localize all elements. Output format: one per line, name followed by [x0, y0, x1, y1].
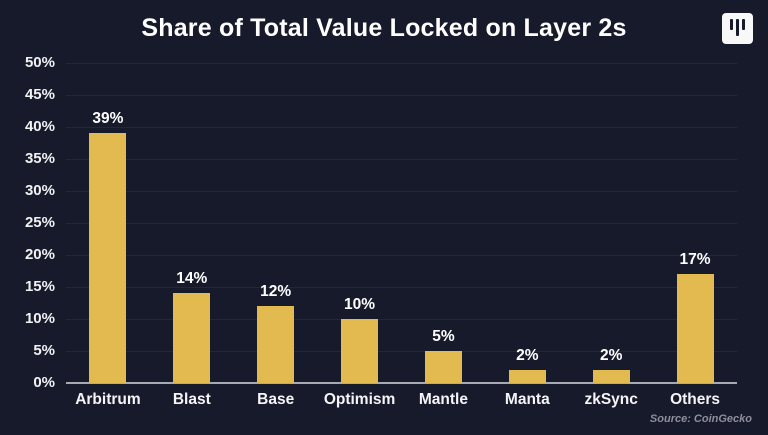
source-note: Source: CoinGecko	[649, 413, 752, 425]
x-axis-label-blast: Blast	[172, 391, 211, 408]
y-axis-tick-label: 10%	[24, 310, 55, 327]
y-axis-tick-label: 40%	[24, 118, 55, 135]
y-axis-tick-label: 5%	[33, 342, 55, 359]
logo-bar-left	[730, 19, 733, 30]
bar-value-label: 2%	[516, 347, 539, 365]
y-axis-tick-label: 15%	[24, 278, 55, 295]
gridline-20%	[66, 255, 737, 256]
y-axis-tick-label: 25%	[24, 214, 55, 231]
x-axis-label-zksync: zkSync	[584, 391, 638, 408]
bar-manta	[508, 370, 546, 383]
gridline-35%	[66, 159, 737, 160]
gridline-25%	[66, 223, 737, 224]
bar-chart-plot-area: 0% 5% 10% 15% 20% 25% 30% 35% 40% 45% 50% 39% Arbitr…	[25, 55, 737, 408]
bar-base	[257, 306, 295, 383]
bar-value-label: 12%	[260, 283, 292, 301]
bar-mantle	[424, 351, 462, 383]
gridline-50%	[66, 63, 737, 64]
logo-bar-right	[742, 19, 745, 30]
x-axis-label-arbitrum: Arbitrum	[75, 391, 141, 408]
bar-value-label: 14%	[176, 270, 208, 288]
gridline-45%	[66, 95, 737, 96]
y-axis-tick-label: 35%	[24, 150, 55, 167]
x-axis-label-manta: Manta	[504, 391, 550, 408]
logo-bar-middle	[736, 19, 739, 36]
bar-value-label: 39%	[92, 110, 124, 128]
y-axis-tick-label: 30%	[24, 182, 55, 199]
bar-value-label: 5%	[432, 328, 455, 345]
x-axis-label-others: Others	[670, 391, 721, 408]
bar-value-label: 17%	[679, 251, 711, 269]
chart-title: Share of Total Value Locked on Layer 2s	[141, 14, 627, 42]
bar-value-label: 10%	[344, 296, 376, 313]
y-axis-tick-label: 45%	[24, 86, 55, 103]
bar-zksync	[592, 370, 630, 383]
brand-logo-icon	[722, 13, 753, 44]
gridline-40%	[66, 127, 737, 128]
gridline-15%	[66, 287, 737, 288]
x-axis-label-mantle: Mantle	[418, 391, 468, 408]
bar-blast	[173, 293, 211, 383]
bar-optimism	[341, 319, 379, 383]
gridline-30%	[66, 191, 737, 192]
gridline-5%	[66, 351, 737, 352]
y-axis-tick-label: 50%	[24, 54, 55, 71]
y-axis-tick-label: 0%	[33, 374, 55, 391]
bar-value-label: 2%	[599, 347, 623, 365]
y-axis-tick-label: 20%	[24, 246, 55, 263]
x-axis-label-base: Base	[257, 391, 295, 408]
bar-arbitrum	[89, 133, 127, 383]
x-axis-line	[66, 382, 737, 384]
bar-others	[676, 274, 714, 383]
gridline-10%	[66, 319, 737, 320]
x-axis-label-optimism: Optimism	[323, 391, 396, 408]
